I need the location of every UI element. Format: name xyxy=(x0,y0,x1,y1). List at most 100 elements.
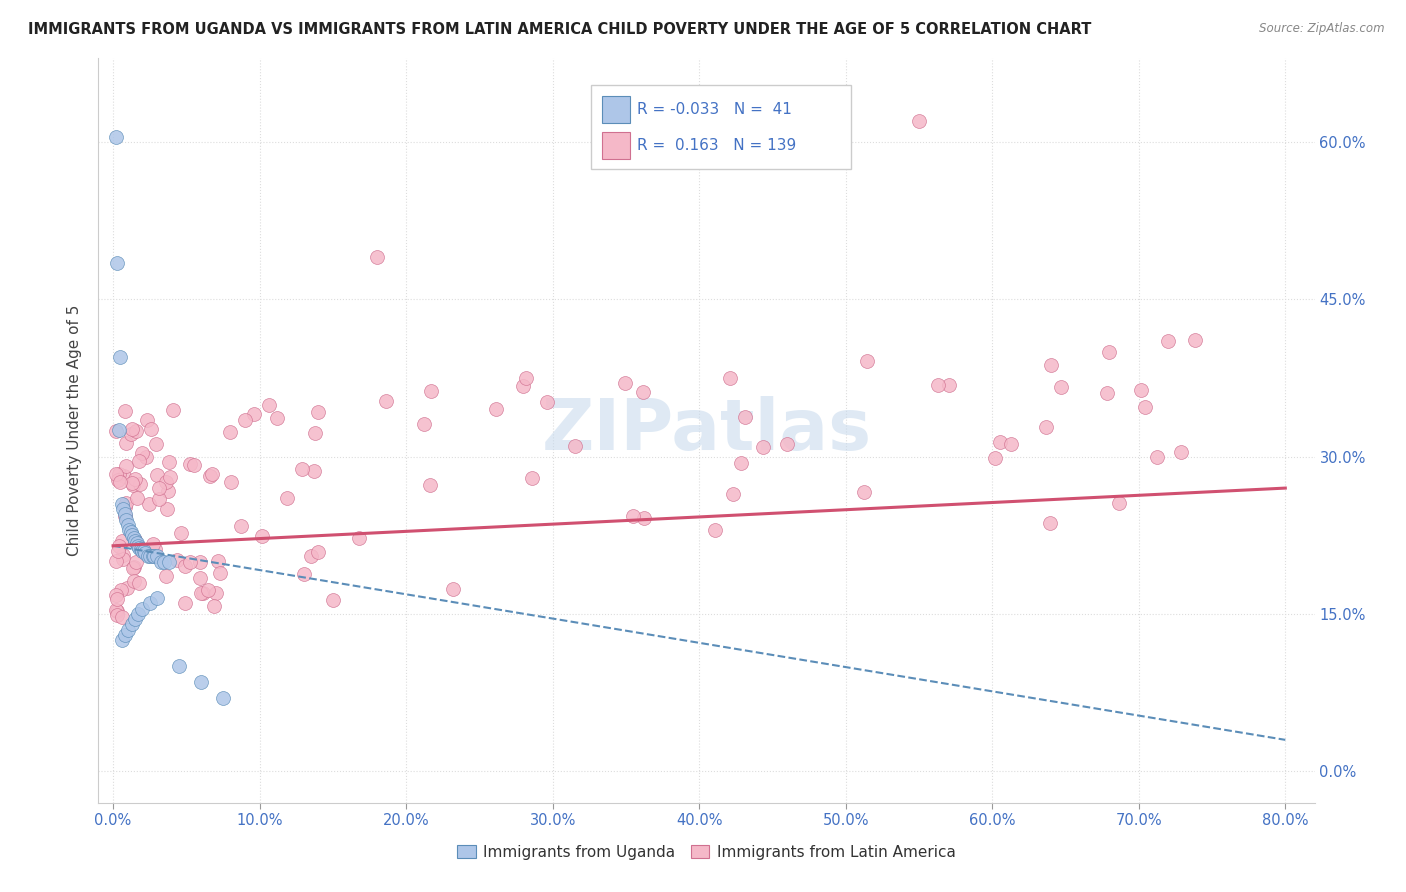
Point xyxy=(142,537,165,551)
Point xyxy=(125,491,148,505)
Point xyxy=(122,478,145,492)
Point xyxy=(111,534,134,549)
Point xyxy=(730,457,752,471)
Point xyxy=(148,481,170,495)
Point xyxy=(105,603,128,617)
Point xyxy=(143,549,166,564)
Point xyxy=(983,451,1005,466)
Point xyxy=(1039,358,1062,372)
Point xyxy=(115,512,138,526)
Point xyxy=(114,500,136,515)
Point xyxy=(121,528,143,542)
Point xyxy=(205,586,228,600)
Point xyxy=(734,409,756,424)
Point xyxy=(120,426,142,441)
Point xyxy=(136,413,159,427)
Point xyxy=(174,596,197,610)
Point xyxy=(111,497,134,511)
Point xyxy=(190,675,212,690)
Point xyxy=(138,549,160,564)
Point xyxy=(125,555,148,569)
Point xyxy=(145,437,167,451)
Point xyxy=(138,497,160,511)
Text: Source: ZipAtlas.com: Source: ZipAtlas.com xyxy=(1260,22,1385,36)
Point xyxy=(146,591,169,606)
Point xyxy=(148,491,170,506)
Point xyxy=(124,533,146,548)
Point xyxy=(125,424,148,438)
Point xyxy=(219,475,242,489)
Point xyxy=(131,544,153,558)
Point xyxy=(128,477,150,491)
Point xyxy=(155,475,177,489)
Legend: Immigrants from Uganda, Immigrants from Latin America: Immigrants from Uganda, Immigrants from … xyxy=(451,838,962,866)
Point xyxy=(291,461,314,475)
Point xyxy=(1130,384,1153,398)
Point xyxy=(122,532,145,546)
Point xyxy=(536,395,558,409)
Point xyxy=(157,555,180,569)
Point xyxy=(108,424,131,438)
Point xyxy=(1133,400,1156,414)
Point xyxy=(159,469,181,483)
Point xyxy=(721,487,744,501)
Point xyxy=(125,535,148,549)
Point xyxy=(117,517,139,532)
Point xyxy=(105,553,128,567)
Point xyxy=(131,446,153,460)
Point xyxy=(614,376,637,391)
Point xyxy=(120,525,142,540)
Point xyxy=(136,549,159,564)
Point xyxy=(111,609,134,624)
Point xyxy=(441,582,464,596)
Point xyxy=(207,553,229,567)
Point xyxy=(153,555,176,569)
Point xyxy=(631,385,654,400)
Point xyxy=(169,525,191,540)
Point xyxy=(201,467,224,482)
Point xyxy=(124,574,146,588)
Point xyxy=(111,551,134,566)
Point xyxy=(1146,450,1168,465)
Point xyxy=(374,393,396,408)
Point xyxy=(142,549,165,564)
Point xyxy=(252,529,274,543)
Point xyxy=(174,559,197,574)
Point xyxy=(156,483,179,498)
Point xyxy=(157,455,180,469)
Point xyxy=(110,350,132,364)
Point xyxy=(107,539,129,553)
Point xyxy=(1000,436,1022,450)
Point xyxy=(1050,380,1073,394)
Point xyxy=(188,572,211,586)
Point xyxy=(111,633,134,648)
Point xyxy=(124,612,146,626)
Point xyxy=(1035,420,1057,434)
Point xyxy=(208,566,231,581)
Point xyxy=(218,425,240,439)
Point xyxy=(121,476,143,491)
Point xyxy=(413,417,436,432)
Point xyxy=(420,384,443,398)
Point xyxy=(124,559,146,574)
Point xyxy=(183,458,205,473)
Point xyxy=(112,502,135,516)
Point xyxy=(188,556,211,570)
Point xyxy=(135,450,157,464)
Point xyxy=(1095,385,1118,400)
Point xyxy=(146,549,169,564)
Point xyxy=(564,439,586,453)
Point xyxy=(621,508,644,523)
Point xyxy=(179,457,201,471)
Point xyxy=(166,553,188,567)
Point xyxy=(257,397,280,411)
Point xyxy=(179,555,201,569)
Point xyxy=(138,597,160,611)
Point xyxy=(1108,496,1130,510)
Point xyxy=(197,583,219,598)
Point xyxy=(115,436,138,450)
Point xyxy=(512,379,534,393)
Point xyxy=(633,510,655,524)
Point xyxy=(114,628,136,642)
Point xyxy=(366,250,388,264)
